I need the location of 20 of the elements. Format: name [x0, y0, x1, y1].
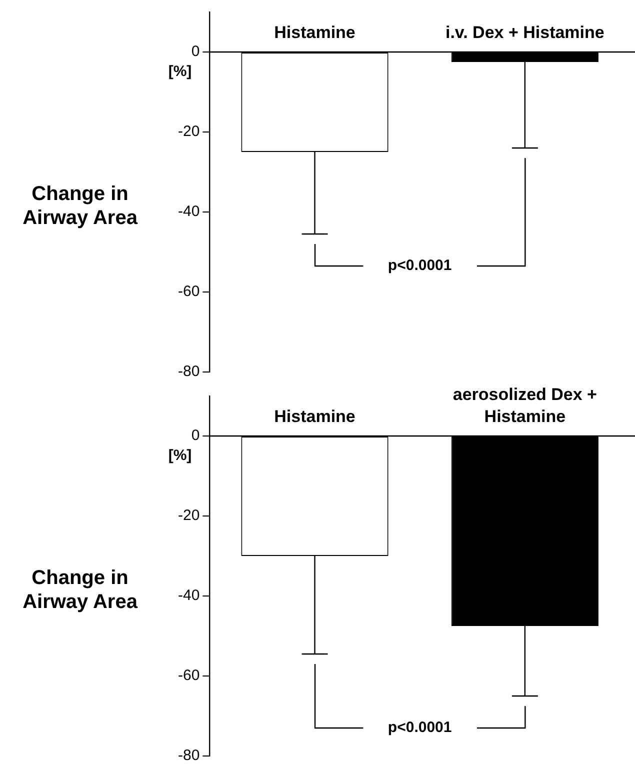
annotation: p<0.0001 — [388, 257, 452, 274]
text: [%] — [168, 63, 192, 80]
y-tick-label: -80 — [178, 363, 200, 380]
y-tick-label: -60 — [178, 283, 200, 300]
y-tick-label: -40 — [178, 587, 200, 604]
x-tick-label: i.v. Dex + Histamine — [445, 23, 604, 42]
y-tick-label: -20 — [178, 123, 200, 140]
x-tick-label: Histamine — [274, 23, 356, 42]
y-tick-label: 0 — [191, 427, 200, 444]
y-tick-label: -40 — [178, 203, 200, 220]
y-axis-title: Change in Airway Area — [22, 183, 138, 229]
y-tick-label: 0 — [191, 43, 200, 60]
x-tick-label: aerosolized Dex + Histamine — [452, 385, 598, 426]
y-axis-title: Change in Airway Area — [22, 567, 138, 613]
x-tick-label: Histamine — [274, 407, 356, 426]
annotation: p<0.0001 — [388, 719, 452, 736]
text: [%] — [168, 447, 192, 464]
y-tick-label: -80 — [178, 747, 200, 764]
y-tick-label: -60 — [178, 667, 200, 684]
y-tick-label: -20 — [178, 507, 200, 524]
